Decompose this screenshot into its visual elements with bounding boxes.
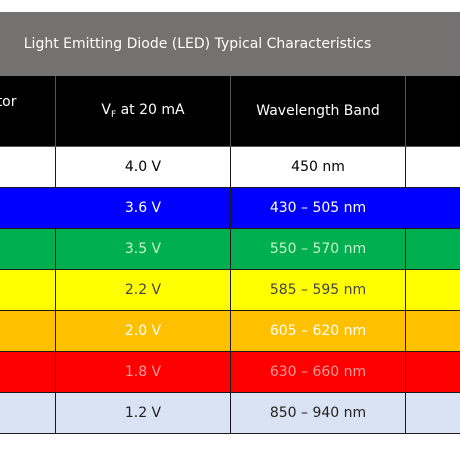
cell-forward-voltage: 1.2 V xyxy=(55,392,231,434)
table-row: 4.0 V 450 nm xyxy=(0,146,460,188)
cell-forward-voltage: 1.8 V xyxy=(55,351,231,393)
header-vf-subscript: F xyxy=(110,110,117,120)
cell-wavelength-band: 550 – 570 nm xyxy=(230,228,406,270)
cell-compound xyxy=(0,146,56,188)
cell-wavelength-band: 450 nm xyxy=(230,146,406,188)
cell-extra xyxy=(404,228,460,270)
table-title-row: Light Emitting Diode (LED) Typical Chara… xyxy=(0,12,460,76)
table-header-row: ctord VF at 20 mA Wavelength Band xyxy=(0,75,460,147)
cell-extra xyxy=(404,187,460,229)
table-row: 2.0 V 605 – 620 nm xyxy=(0,310,460,352)
header-vf-prefix: V xyxy=(101,102,111,118)
header-extra-column xyxy=(404,75,460,147)
cell-extra xyxy=(404,269,460,311)
header-forward-voltage: VF at 20 mA xyxy=(55,75,231,147)
cell-compound xyxy=(0,392,56,434)
cell-forward-voltage: 3.6 V xyxy=(55,187,231,229)
cell-wavelength-band: 585 – 595 nm xyxy=(230,269,406,311)
cell-wavelength-band: 630 – 660 nm xyxy=(230,351,406,393)
cell-compound xyxy=(0,351,56,393)
table-title: Light Emitting Diode (LED) Typical Chara… xyxy=(0,12,460,76)
cell-wavelength-band: 605 – 620 nm xyxy=(230,310,406,352)
table-body: 4.0 V 450 nm 3.6 V 430 – 505 nm 3.5 V 550 – 5… xyxy=(0,146,460,434)
table-row: 3.5 V 550 – 570 nm xyxy=(0,228,460,270)
cell-compound xyxy=(0,310,56,352)
cell-extra xyxy=(404,351,460,393)
cell-compound xyxy=(0,187,56,229)
cell-extra xyxy=(404,392,460,434)
cell-wavelength-band: 430 – 505 nm xyxy=(230,187,406,229)
cell-extra xyxy=(404,310,460,352)
cell-extra xyxy=(404,146,460,188)
table-row: 2.2 V 585 – 595 nm xyxy=(0,269,460,311)
cell-forward-voltage: 3.5 V xyxy=(55,228,231,270)
table-row: 3.6 V 430 – 505 nm xyxy=(0,187,460,229)
cell-wavelength-band: 850 – 940 nm xyxy=(230,392,406,434)
cell-forward-voltage: 4.0 V xyxy=(55,146,231,188)
cell-forward-voltage: 2.2 V xyxy=(55,269,231,311)
header-semiconductor-compound: ctord xyxy=(0,75,56,147)
led-characteristics-table: Light Emitting Diode (LED) Typical Chara… xyxy=(0,12,460,434)
table-row: 1.2 V 850 – 940 nm xyxy=(0,392,460,434)
header-wavelength-band: Wavelength Band xyxy=(230,75,406,147)
table-row: 1.8 V 630 – 660 nm xyxy=(0,351,460,393)
cell-forward-voltage: 2.0 V xyxy=(55,310,231,352)
header-vf-suffix: at 20 mA xyxy=(116,102,185,118)
cell-compound xyxy=(0,269,56,311)
header-col0-line1: ctor xyxy=(0,94,17,110)
cell-compound xyxy=(0,228,56,270)
